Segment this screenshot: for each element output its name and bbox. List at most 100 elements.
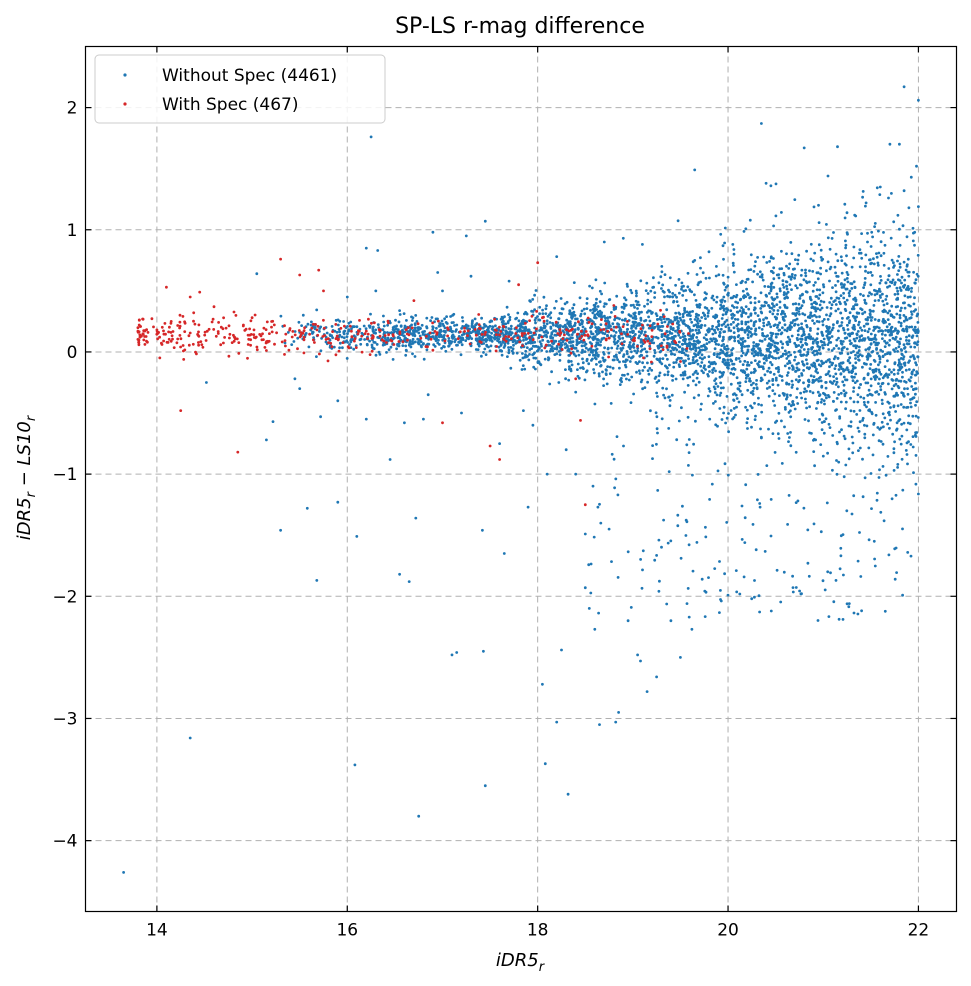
point-without-spec: [581, 357, 584, 361]
point-without-spec: [408, 343, 411, 346]
point-without-spec: [697, 380, 701, 384]
point-without-spec: [417, 814, 421, 818]
point-without-spec: [626, 323, 629, 326]
point-without-spec: [660, 335, 664, 338]
point-without-spec: [735, 590, 739, 594]
point-without-spec: [881, 320, 885, 323]
point-without-spec: [909, 443, 913, 446]
point-without-spec: [875, 292, 879, 296]
point-without-spec: [581, 361, 585, 365]
point-without-spec: [816, 332, 819, 336]
point-without-spec: [913, 230, 917, 234]
point-without-spec: [756, 351, 760, 355]
point-with-spec: [599, 328, 603, 332]
point-without-spec: [868, 313, 872, 317]
point-without-spec: [827, 336, 831, 340]
point-without-spec: [659, 275, 663, 279]
point-without-spec: [705, 347, 708, 350]
point-without-spec: [388, 458, 392, 461]
point-without-spec: [728, 354, 732, 357]
point-without-spec: [756, 498, 759, 502]
point-without-spec: [718, 370, 722, 374]
point-without-spec: [819, 530, 823, 534]
point-without-spec: [532, 365, 536, 369]
point-without-spec: [864, 348, 868, 352]
point-without-spec: [684, 359, 687, 363]
point-without-spec: [567, 360, 571, 364]
point-with-spec: [156, 331, 160, 335]
point-without-spec: [483, 784, 487, 788]
point-without-spec: [665, 308, 669, 312]
point-with-spec: [456, 337, 460, 341]
point-without-spec: [685, 443, 689, 447]
point-without-spec: [729, 371, 733, 375]
point-without-spec: [544, 312, 548, 315]
point-with-spec: [234, 314, 238, 317]
point-without-spec: [863, 338, 866, 342]
point-without-spec: [749, 253, 753, 257]
point-without-spec: [785, 252, 788, 256]
point-without-spec: [509, 346, 513, 349]
point-without-spec: [404, 353, 408, 357]
point-with-spec: [334, 337, 338, 340]
point-with-spec: [391, 333, 395, 337]
point-without-spec: [497, 340, 501, 344]
point-without-spec: [411, 352, 414, 356]
point-without-spec: [819, 299, 823, 303]
point-without-spec: [804, 268, 807, 272]
point-without-spec: [847, 602, 851, 605]
point-with-spec: [323, 326, 326, 330]
point-with-spec: [357, 329, 361, 333]
point-without-spec: [780, 331, 784, 335]
point-without-spec: [907, 270, 911, 274]
point-without-spec: [394, 327, 398, 330]
point-with-spec: [142, 338, 146, 342]
point-with-spec: [191, 342, 195, 346]
point-without-spec: [857, 449, 860, 452]
point-without-spec: [826, 570, 830, 574]
point-with-spec: [334, 323, 338, 326]
point-with-spec: [569, 351, 573, 355]
point-without-spec: [862, 400, 866, 404]
point-without-spec: [860, 232, 863, 236]
point-without-spec: [715, 300, 718, 304]
point-without-spec: [763, 354, 767, 358]
point-without-spec: [833, 265, 837, 269]
point-without-spec: [616, 358, 619, 362]
point-without-spec: [845, 211, 849, 215]
point-without-spec: [674, 311, 678, 315]
point-without-spec: [720, 317, 724, 320]
point-without-spec: [776, 432, 780, 436]
point-without-spec: [341, 346, 344, 350]
point-with-spec: [249, 333, 253, 336]
point-without-spec: [588, 341, 592, 344]
point-without-spec: [635, 303, 639, 306]
point-without-spec: [587, 607, 591, 610]
point-without-spec: [553, 306, 556, 310]
point-with-spec: [178, 326, 182, 330]
point-without-spec: [849, 396, 852, 400]
point-without-spec: [609, 334, 613, 338]
point-without-spec: [527, 358, 531, 362]
point-without-spec: [718, 334, 722, 337]
point-without-spec: [447, 337, 451, 340]
point-without-spec: [644, 319, 648, 322]
point-without-spec: [895, 571, 898, 574]
point-without-spec: [653, 558, 657, 562]
point-without-spec: [675, 348, 679, 352]
point-without-spec: [855, 336, 859, 340]
point-without-spec: [637, 330, 641, 334]
point-without-spec: [788, 328, 792, 331]
point-without-spec: [569, 360, 573, 363]
point-without-spec: [622, 444, 625, 448]
point-without-spec: [839, 294, 843, 297]
point-with-spec: [650, 360, 653, 364]
point-without-spec: [336, 399, 340, 403]
point-without-spec: [888, 284, 891, 288]
point-without-spec: [413, 355, 417, 358]
point-with-spec: [253, 313, 257, 317]
point-without-spec: [713, 328, 716, 332]
point-with-spec: [170, 334, 174, 338]
point-without-spec: [803, 387, 807, 391]
